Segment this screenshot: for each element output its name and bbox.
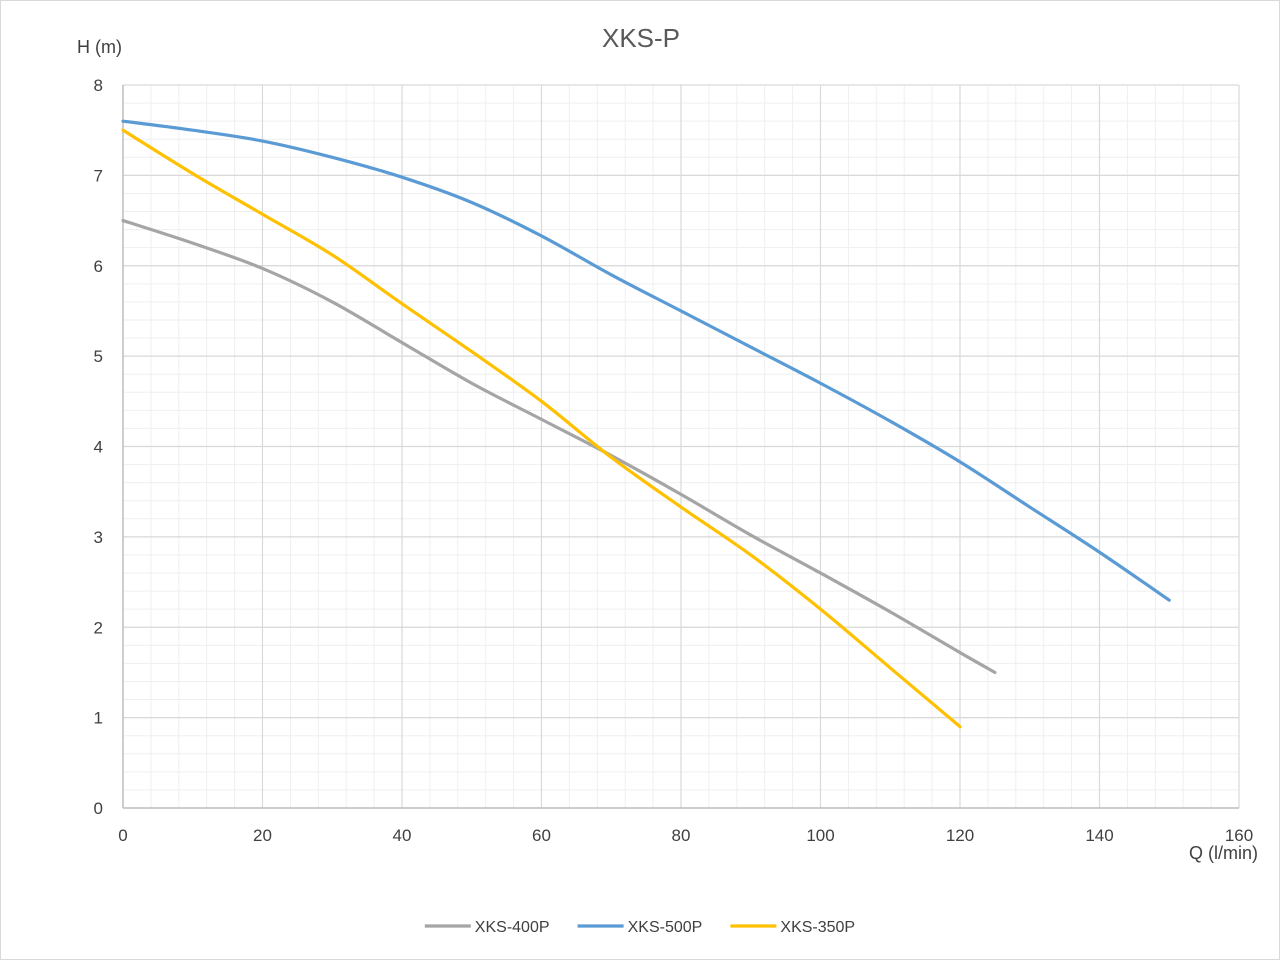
tick-labels: 0 20 40 60 80 100 120 140 160 0 1 2 3 4 5 6 7 8 (94, 76, 1254, 845)
y-tick-label: 4 (94, 438, 103, 457)
y-tick-label: 5 (94, 347, 103, 366)
legend: XKS-400P XKS-500P XKS-350P (424, 919, 855, 936)
x-axis-label: Q (l/min) (1189, 843, 1258, 863)
y-tick-label: 6 (94, 257, 103, 276)
x-tick-label: 160 (1225, 826, 1253, 845)
legend-label: XKS-400P (475, 919, 550, 936)
x-tick-label: 20 (253, 826, 272, 845)
series-line-xks-350p (121, 128, 962, 729)
y-tick-label: 2 (94, 618, 103, 637)
legend-item-xks-500p: XKS-500P (577, 919, 703, 936)
y-axis-label: H (m) (77, 37, 122, 57)
x-tick-label: 100 (806, 826, 834, 845)
axes (122, 85, 1239, 809)
series-line-xks-400p (121, 218, 997, 675)
legend-item-xks-400p: XKS-400P (424, 919, 550, 936)
x-tick-label: 120 (946, 826, 974, 845)
y-tick-label: 1 (94, 709, 103, 728)
x-tick-label: 40 (393, 826, 412, 845)
chart-title: XKS-P (602, 23, 680, 53)
x-tick-label: 60 (532, 826, 551, 845)
y-tick-label: 7 (94, 166, 103, 185)
x-tick-label: 140 (1085, 826, 1113, 845)
legend-item-xks-350p: XKS-350P (730, 919, 855, 936)
series-line-xks-500p (121, 119, 1171, 602)
y-tick-label: 0 (94, 799, 103, 818)
x-tick-label: 80 (672, 826, 691, 845)
series-lines (121, 119, 1171, 729)
legend-label: XKS-350P (780, 919, 855, 936)
y-tick-label: 3 (94, 528, 103, 547)
x-tick-label: 0 (118, 826, 127, 845)
legend-label: XKS-500P (628, 919, 703, 936)
y-tick-label: 8 (94, 76, 103, 95)
